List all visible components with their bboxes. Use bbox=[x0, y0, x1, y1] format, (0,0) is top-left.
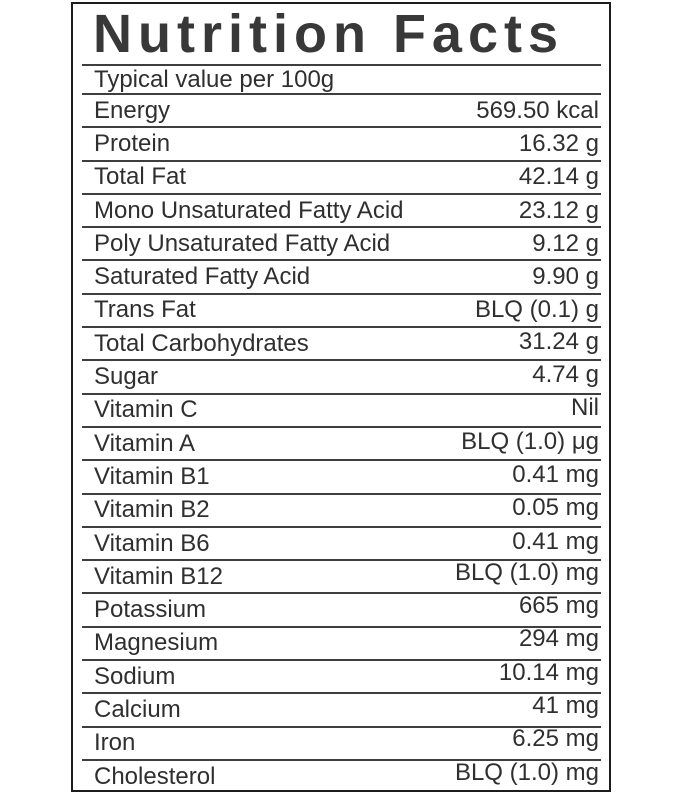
nutrient-row: Sugar 4.74 g bbox=[82, 359, 601, 392]
nutrient-row: Potassium 665 mg bbox=[82, 592, 601, 625]
nutrient-name: Cholesterol bbox=[94, 762, 216, 790]
nutrient-value: 10.14 mg bbox=[498, 658, 599, 686]
nutrient-value: BLQ (1.0) mg bbox=[454, 558, 599, 586]
nutrient-name: Vitamin A bbox=[94, 429, 195, 457]
nutrient-value: 0.41 mg bbox=[512, 527, 599, 555]
nutrient-name: Sugar bbox=[94, 363, 159, 391]
nutrient-value: 569.50 kcal bbox=[476, 96, 599, 124]
serving-info-text: Typical value per 100g bbox=[94, 65, 335, 93]
nutrient-value: 9.12 g bbox=[532, 229, 599, 257]
nutrient-value: 4.74 g bbox=[532, 361, 599, 389]
nutrient-name: Potassium bbox=[94, 596, 207, 624]
nutrient-name: Vitamin B1 bbox=[94, 462, 210, 490]
nutrient-name: Protein bbox=[94, 129, 171, 157]
nutrient-name: Sodium bbox=[94, 662, 176, 690]
nutrient-name: Iron bbox=[94, 729, 136, 757]
nutrient-name: Energy bbox=[94, 96, 171, 124]
nutrient-row: Vitamin A BLQ (1.0) μg bbox=[82, 425, 601, 459]
label-title: Nutrition Facts bbox=[93, 4, 565, 64]
label-body: Typical value per 100g Energy 569.50 kca… bbox=[82, 64, 601, 792]
nutrient-row: Energy 569.50 kcal bbox=[82, 93, 601, 126]
nutrient-row: Trans Fat BLQ (0.1) g bbox=[82, 292, 601, 326]
nutrient-rows: Energy 569.50 kcal Protein 16.32 g Total… bbox=[82, 93, 601, 792]
nutrient-value: 0.05 mg bbox=[512, 494, 599, 522]
nutrient-name: Vitamin C bbox=[94, 396, 198, 424]
nutrient-value: BLQ (0.1) g bbox=[474, 296, 599, 324]
nutrient-value: 41 mg bbox=[532, 691, 599, 719]
nutrient-value: 665 mg bbox=[518, 592, 599, 620]
nutrient-row: Calcium 41 mg bbox=[82, 692, 601, 725]
nutrition-facts-label: Nutrition Facts Typical value per 100g E… bbox=[71, 2, 611, 792]
nutrient-row: Magnesium 294 mg bbox=[82, 625, 601, 659]
nutrient-row: Protein 16.32 g bbox=[82, 126, 601, 159]
nutrient-value: BLQ (1.0) μg bbox=[461, 427, 599, 455]
nutrient-row: Sodium 10.14 mg bbox=[82, 659, 601, 692]
nutrient-name: Total Fat bbox=[94, 163, 187, 191]
nutrient-row: Mono Unsaturated Fatty Acid 23.12 g bbox=[82, 192, 601, 226]
nutrient-value: 16.32 g bbox=[518, 129, 599, 157]
nutrient-name: Vitamin B12 bbox=[94, 562, 223, 590]
nutrient-name: Vitamin B2 bbox=[94, 496, 210, 524]
nutrient-value: 0.41 mg bbox=[512, 460, 599, 488]
nutrient-row: Vitamin B6 0.41 mg bbox=[82, 525, 601, 559]
nutrient-name: Vitamin B6 bbox=[94, 529, 210, 557]
nutrient-row: Vitamin B2 0.05 mg bbox=[82, 492, 601, 526]
nutrient-row: Poly Unsaturated Fatty Acid 9.12 g bbox=[82, 226, 601, 259]
nutrient-value: BLQ (1.0) mg bbox=[454, 758, 599, 786]
nutrient-name: Mono Unsaturated Fatty Acid bbox=[94, 196, 404, 224]
nutrient-name: Magnesium bbox=[94, 629, 219, 657]
nutrient-row: Vitamin B12 BLQ (1.0) mg bbox=[82, 559, 601, 592]
nutrient-name: Poly Unsaturated Fatty Acid bbox=[94, 229, 391, 257]
nutrient-row: Total Carbohydrates 31.24 g bbox=[82, 326, 601, 359]
nutrient-name: Calcium bbox=[94, 695, 181, 723]
nutrient-name: Total Carbohydrates bbox=[94, 329, 309, 357]
nutrient-row: Iron 6.25 mg bbox=[82, 725, 601, 759]
nutrient-value: 23.12 g bbox=[518, 196, 599, 224]
nutrient-value: 294 mg bbox=[518, 625, 599, 653]
nutrient-name: Saturated Fatty Acid bbox=[94, 263, 311, 291]
nutrient-row: Vitamin B1 0.41 mg bbox=[82, 459, 601, 492]
nutrient-value: 9.90 g bbox=[532, 263, 599, 291]
nutrient-value: 42.14 g bbox=[518, 163, 599, 191]
nutrient-value: 6.25 mg bbox=[512, 725, 599, 753]
nutrient-value: 31.24 g bbox=[518, 327, 599, 355]
nutrient-row: Total Fat 42.14 g bbox=[82, 159, 601, 193]
nutrient-value: Nil bbox=[571, 394, 599, 422]
nutrient-name: Trans Fat bbox=[94, 296, 196, 324]
nutrient-row: Cholesterol BLQ (1.0) mg bbox=[82, 759, 601, 792]
serving-info-row: Typical value per 100g bbox=[82, 64, 601, 93]
nutrient-row: Vitamin C Nil bbox=[82, 392, 601, 426]
nutrient-row: Saturated Fatty Acid 9.90 g bbox=[82, 259, 601, 292]
